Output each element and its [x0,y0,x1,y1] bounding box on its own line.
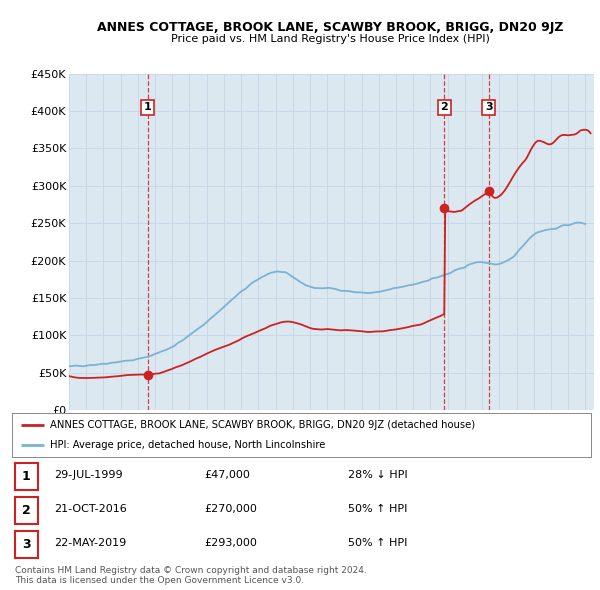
Text: £270,000: £270,000 [204,504,257,514]
Text: Contains HM Land Registry data © Crown copyright and database right 2024.
This d: Contains HM Land Registry data © Crown c… [15,566,367,585]
Text: 50% ↑ HPI: 50% ↑ HPI [348,539,407,548]
Text: 1: 1 [22,470,31,483]
Text: 29-JUL-1999: 29-JUL-1999 [54,470,122,480]
Text: 1: 1 [144,103,152,112]
Text: 3: 3 [485,103,493,112]
Text: 2: 2 [22,504,31,517]
Text: HPI: Average price, detached house, North Lincolnshire: HPI: Average price, detached house, Nort… [50,440,325,450]
Text: £47,000: £47,000 [204,470,250,480]
Text: 28% ↓ HPI: 28% ↓ HPI [348,470,407,480]
Text: Price paid vs. HM Land Registry's House Price Index (HPI): Price paid vs. HM Land Registry's House … [170,34,490,44]
Text: 50% ↑ HPI: 50% ↑ HPI [348,504,407,514]
Text: 2: 2 [440,103,448,112]
Text: 3: 3 [22,538,31,551]
Text: 21-OCT-2016: 21-OCT-2016 [54,504,127,514]
Text: ANNES COTTAGE, BROOK LANE, SCAWBY BROOK, BRIGG, DN20 9JZ (detached house): ANNES COTTAGE, BROOK LANE, SCAWBY BROOK,… [50,420,475,430]
Text: 22-MAY-2019: 22-MAY-2019 [54,539,126,548]
Text: £293,000: £293,000 [204,539,257,548]
Text: ANNES COTTAGE, BROOK LANE, SCAWBY BROOK, BRIGG, DN20 9JZ: ANNES COTTAGE, BROOK LANE, SCAWBY BROOK,… [97,21,563,34]
